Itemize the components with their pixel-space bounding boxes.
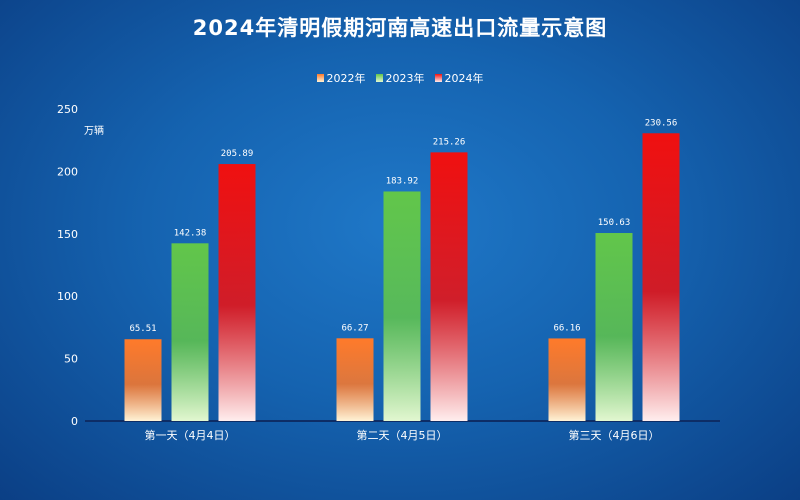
legend-swatch-2024 bbox=[434, 74, 442, 82]
data-label: 205.89 bbox=[221, 149, 254, 159]
y-axis-unit: 万辆 bbox=[84, 126, 104, 137]
legend-swatch-2022 bbox=[316, 74, 324, 82]
x-category-label: 第一天（4月4日） bbox=[145, 428, 236, 442]
legend-label-2022: 2022年 bbox=[326, 72, 366, 85]
data-label: 142.38 bbox=[174, 228, 207, 238]
data-label: 65.51 bbox=[129, 324, 156, 334]
bar-2024年-2[interactable] bbox=[430, 152, 468, 421]
x-category-label: 第三天（4月6日） bbox=[569, 428, 660, 442]
y-tick-label: 100 bbox=[57, 290, 78, 303]
bar-2023年-3[interactable] bbox=[595, 233, 633, 421]
y-tick-label: 150 bbox=[57, 228, 78, 241]
y-tick-label: 200 bbox=[57, 165, 78, 178]
bar-2022年-2[interactable] bbox=[336, 338, 374, 421]
legend-label-2024: 2024年 bbox=[444, 72, 484, 85]
legend-item-2024[interactable]: 2024年 bbox=[434, 70, 484, 86]
y-tick-label: 50 bbox=[64, 353, 78, 366]
data-label: 183.92 bbox=[386, 176, 419, 186]
bar-2022年-3[interactable] bbox=[548, 338, 586, 421]
y-tick-label: 250 bbox=[57, 103, 78, 116]
chart-title: 2024年清明假期河南高速出口流量示意图 bbox=[192, 16, 608, 40]
data-label: 66.27 bbox=[341, 323, 368, 333]
data-label: 150.63 bbox=[598, 218, 631, 228]
x-category-label: 第二天（4月5日） bbox=[357, 428, 448, 442]
legend-item-2023[interactable]: 2023年 bbox=[375, 70, 425, 86]
data-label: 66.16 bbox=[553, 323, 580, 333]
legend-item-2022[interactable]: 2022年 bbox=[316, 70, 366, 86]
chart-legend: 2022年 2023年 2024年 bbox=[0, 70, 800, 86]
bar-2024年-3[interactable] bbox=[642, 133, 680, 422]
data-label: 215.26 bbox=[433, 137, 466, 147]
bar-2024年-1[interactable] bbox=[218, 164, 256, 421]
y-tick-label: 0 bbox=[71, 415, 78, 428]
legend-label-2023: 2023年 bbox=[385, 72, 425, 85]
data-label: 230.56 bbox=[645, 118, 678, 128]
bar-2022年-1[interactable] bbox=[124, 339, 162, 421]
legend-swatch-2023 bbox=[375, 74, 383, 82]
bar-2023年-1[interactable] bbox=[171, 243, 209, 421]
bar-2023年-2[interactable] bbox=[383, 191, 421, 421]
